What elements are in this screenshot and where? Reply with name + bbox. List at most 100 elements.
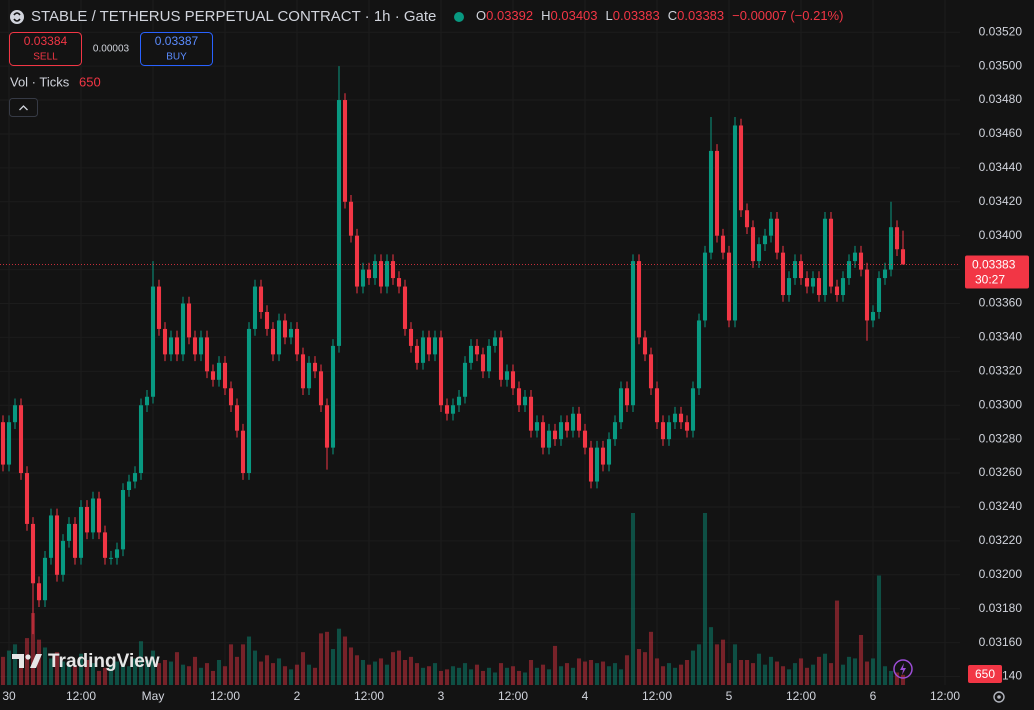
candle-body	[300, 354, 306, 389]
volume-bar	[114, 661, 120, 685]
volume-bar	[426, 666, 432, 685]
candle-body	[870, 311, 876, 321]
volume-bar	[570, 667, 576, 685]
volume-bar	[534, 667, 540, 685]
volume-bar	[372, 661, 378, 685]
logo-mark	[12, 654, 42, 668]
logo-dot	[25, 654, 31, 660]
candle-body	[462, 362, 468, 397]
volume-bar	[582, 661, 588, 685]
candle-body	[600, 447, 606, 465]
sell-price[interactable]: 0.03384	[24, 34, 68, 48]
candle-body	[684, 422, 690, 431]
candle-body	[828, 218, 834, 287]
ohlc-key: C	[668, 8, 677, 23]
volume-bar	[90, 663, 96, 685]
y-tick-label: 0.03220	[979, 533, 1023, 547]
x-tick-label: 3	[438, 689, 445, 703]
volume-pane	[0, 513, 906, 685]
candle-body	[822, 218, 828, 296]
candle-body	[126, 481, 132, 491]
buy-button[interactable]	[140, 32, 213, 66]
ohlc-value: 0.03383	[613, 8, 660, 23]
candle-body	[372, 261, 378, 279]
candle-body	[900, 249, 906, 265]
collapse-button[interactable]	[9, 98, 38, 117]
candle-body	[834, 286, 840, 296]
volume-bar	[324, 631, 330, 685]
candle-body	[48, 515, 54, 558]
volume-bar	[318, 633, 324, 685]
ohlc-key: L	[606, 8, 613, 23]
volume-bar	[180, 664, 186, 685]
candle-body	[324, 405, 330, 448]
volume-bar	[822, 653, 828, 685]
candle-body	[162, 328, 168, 355]
volume-bar	[480, 670, 486, 685]
y-tick-label: 0.03460	[979, 126, 1023, 140]
sell-label[interactable]: SELL	[33, 52, 58, 63]
volume-bar	[876, 575, 882, 685]
volume-bar	[174, 652, 180, 685]
x-tick-label: 5	[726, 689, 733, 703]
volume-bar	[36, 639, 42, 685]
x-tick-label: 12:00	[642, 689, 672, 703]
volume-bar	[12, 644, 18, 685]
buy-price[interactable]: 0.03387	[155, 34, 199, 48]
x-tick-label: 12:00	[786, 689, 816, 703]
buy-label[interactable]: BUY	[166, 52, 187, 63]
lightning-button[interactable]	[893, 659, 913, 679]
candle-body	[780, 252, 786, 296]
symbol-icon	[10, 10, 24, 24]
volume-bar	[48, 658, 54, 685]
candle-body	[108, 557, 114, 559]
volume-bar	[456, 667, 462, 685]
settings-button[interactable]	[993, 691, 1005, 703]
candle-body	[618, 388, 624, 423]
candle-body	[654, 388, 660, 423]
volume-bar	[654, 658, 660, 685]
volume-bar	[780, 666, 786, 685]
volume-bar	[774, 661, 780, 685]
x-tick-label: 12:00	[210, 689, 240, 703]
candle-body	[624, 388, 630, 406]
volume-bar	[546, 669, 552, 685]
volume-bar	[642, 652, 648, 685]
volume-bar	[204, 663, 210, 685]
volume-bar	[198, 667, 204, 685]
candle-body	[360, 269, 366, 287]
candle-body	[492, 337, 498, 346]
candle-body	[426, 337, 432, 355]
ohlc-value: 0.03392	[486, 8, 533, 23]
volume-bar	[144, 659, 150, 685]
volume-bar	[78, 653, 84, 685]
volume-bar	[42, 647, 48, 685]
candle-body	[516, 388, 522, 406]
candle-body	[468, 345, 474, 363]
volume-bar	[192, 656, 198, 685]
candle-body	[660, 422, 666, 440]
volume-bar	[162, 659, 168, 685]
volume-bar	[450, 666, 456, 685]
y-tick-label: 0.03260	[979, 465, 1023, 479]
volume-bar	[594, 663, 600, 685]
volume-bar	[558, 666, 564, 685]
volume-bar	[648, 631, 654, 685]
y-tick-label: 0.03320	[979, 363, 1023, 377]
last-price-badge	[965, 255, 1029, 289]
y-tick-label: 0.03280	[979, 431, 1023, 445]
volume-bar	[168, 661, 174, 685]
candle-body	[612, 422, 618, 440]
candle-body	[522, 396, 528, 406]
candle-body	[570, 413, 576, 431]
sell-button[interactable]	[9, 32, 82, 66]
candle-body	[12, 405, 18, 423]
candle-body	[792, 261, 798, 279]
volume-bar	[150, 650, 156, 685]
candle-body	[456, 396, 462, 406]
candle-body	[198, 337, 204, 355]
candle-body	[714, 150, 720, 236]
volume-bar	[138, 641, 144, 685]
candle-body	[450, 405, 456, 414]
